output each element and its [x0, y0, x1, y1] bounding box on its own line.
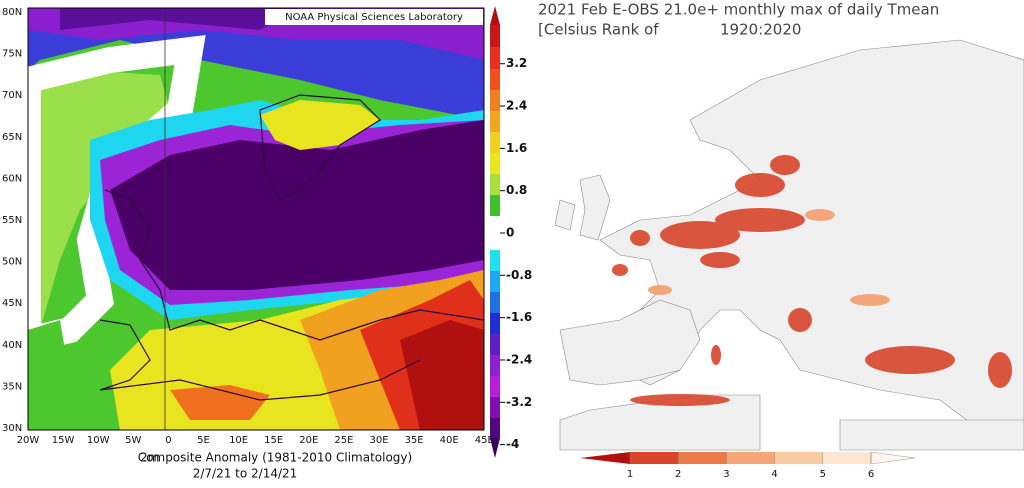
lon-label: 5E: [197, 435, 210, 446]
lon-label: 15E: [264, 435, 283, 446]
colorbar-label: 5: [820, 469, 826, 480]
lon-label: 35E: [405, 435, 424, 446]
lat-label: 70N: [2, 90, 22, 101]
caption-variable: 2m: [140, 451, 159, 465]
lat-label: 35N: [2, 381, 22, 392]
rank-map-subtitle: [Celsius Rank of: [538, 21, 659, 39]
colorbar-label: -0.8: [506, 268, 532, 282]
colorbar-label: 3: [723, 469, 729, 480]
lat-label: 80N: [2, 7, 22, 18]
lon-label: 5W: [125, 435, 141, 446]
lon-label: 15W: [52, 435, 75, 446]
colorbar-label: 2.4: [506, 99, 527, 113]
rank-colorbar: [580, 451, 916, 465]
lon-label: 20E: [299, 435, 318, 446]
rank-map-period: 1920:2020: [720, 21, 801, 39]
lon-label: 10E: [229, 435, 248, 446]
colorbar-label: 0.8: [506, 183, 527, 197]
rank-map: [540, 39, 1024, 451]
lat-label: 75N: [2, 49, 22, 60]
anomaly-map: NOAA Physical Sciences Laboratory 2m Com…: [27, 7, 485, 481]
colorbar-label: 1: [627, 469, 633, 480]
lat-label: 45N: [2, 298, 22, 309]
lat-label: 40N: [2, 340, 22, 351]
rank-map-title: 2021 Feb E-OBS 21.0e+ monthly max of dai…: [538, 1, 939, 19]
caption: Composite Anomaly (1981-2010 Climatology…: [138, 451, 412, 465]
caption-dates: 2/7/21 to 2/14/21: [193, 467, 298, 481]
colorbar-label: 1.6: [506, 141, 527, 155]
colorbar-label: 6: [868, 469, 874, 480]
lat-label: 50N: [2, 257, 22, 268]
lat-label: 60N: [2, 173, 22, 184]
lon-label: 45E: [475, 435, 494, 446]
colorbar-label: -4: [506, 437, 519, 451]
lon-label: 20W: [17, 435, 40, 446]
colorbar-label: 0: [506, 226, 514, 240]
lon-label: 30E: [369, 435, 388, 446]
colorbar-label: 4: [771, 469, 777, 480]
anomaly-colorbar: [490, 6, 500, 458]
lat-label: 30N: [2, 423, 22, 434]
lat-label: 65N: [2, 132, 22, 143]
colorbar-label: -1.6: [506, 310, 532, 324]
lat-label: 55N: [2, 215, 22, 226]
lon-label: 0: [165, 435, 171, 446]
map-frame: [27, 7, 485, 431]
colorbar-label: -3.2: [506, 395, 532, 409]
lon-label: 25E: [334, 435, 353, 446]
colorbar-label: -2.4: [506, 352, 532, 366]
attribution: NOAA Physical Sciences Laboratory: [285, 12, 463, 23]
attribution-box: [265, 9, 483, 25]
colorbar-label: 2: [675, 469, 681, 480]
colorbar-label: 3.2: [506, 56, 527, 70]
lon-label: 10W: [87, 435, 110, 446]
lon-label: 40E: [440, 435, 459, 446]
